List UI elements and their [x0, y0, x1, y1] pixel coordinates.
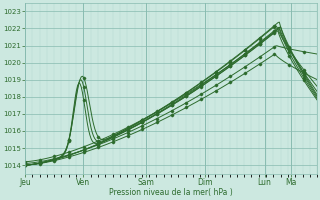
X-axis label: Pression niveau de la mer( hPa ): Pression niveau de la mer( hPa )	[109, 188, 233, 197]
